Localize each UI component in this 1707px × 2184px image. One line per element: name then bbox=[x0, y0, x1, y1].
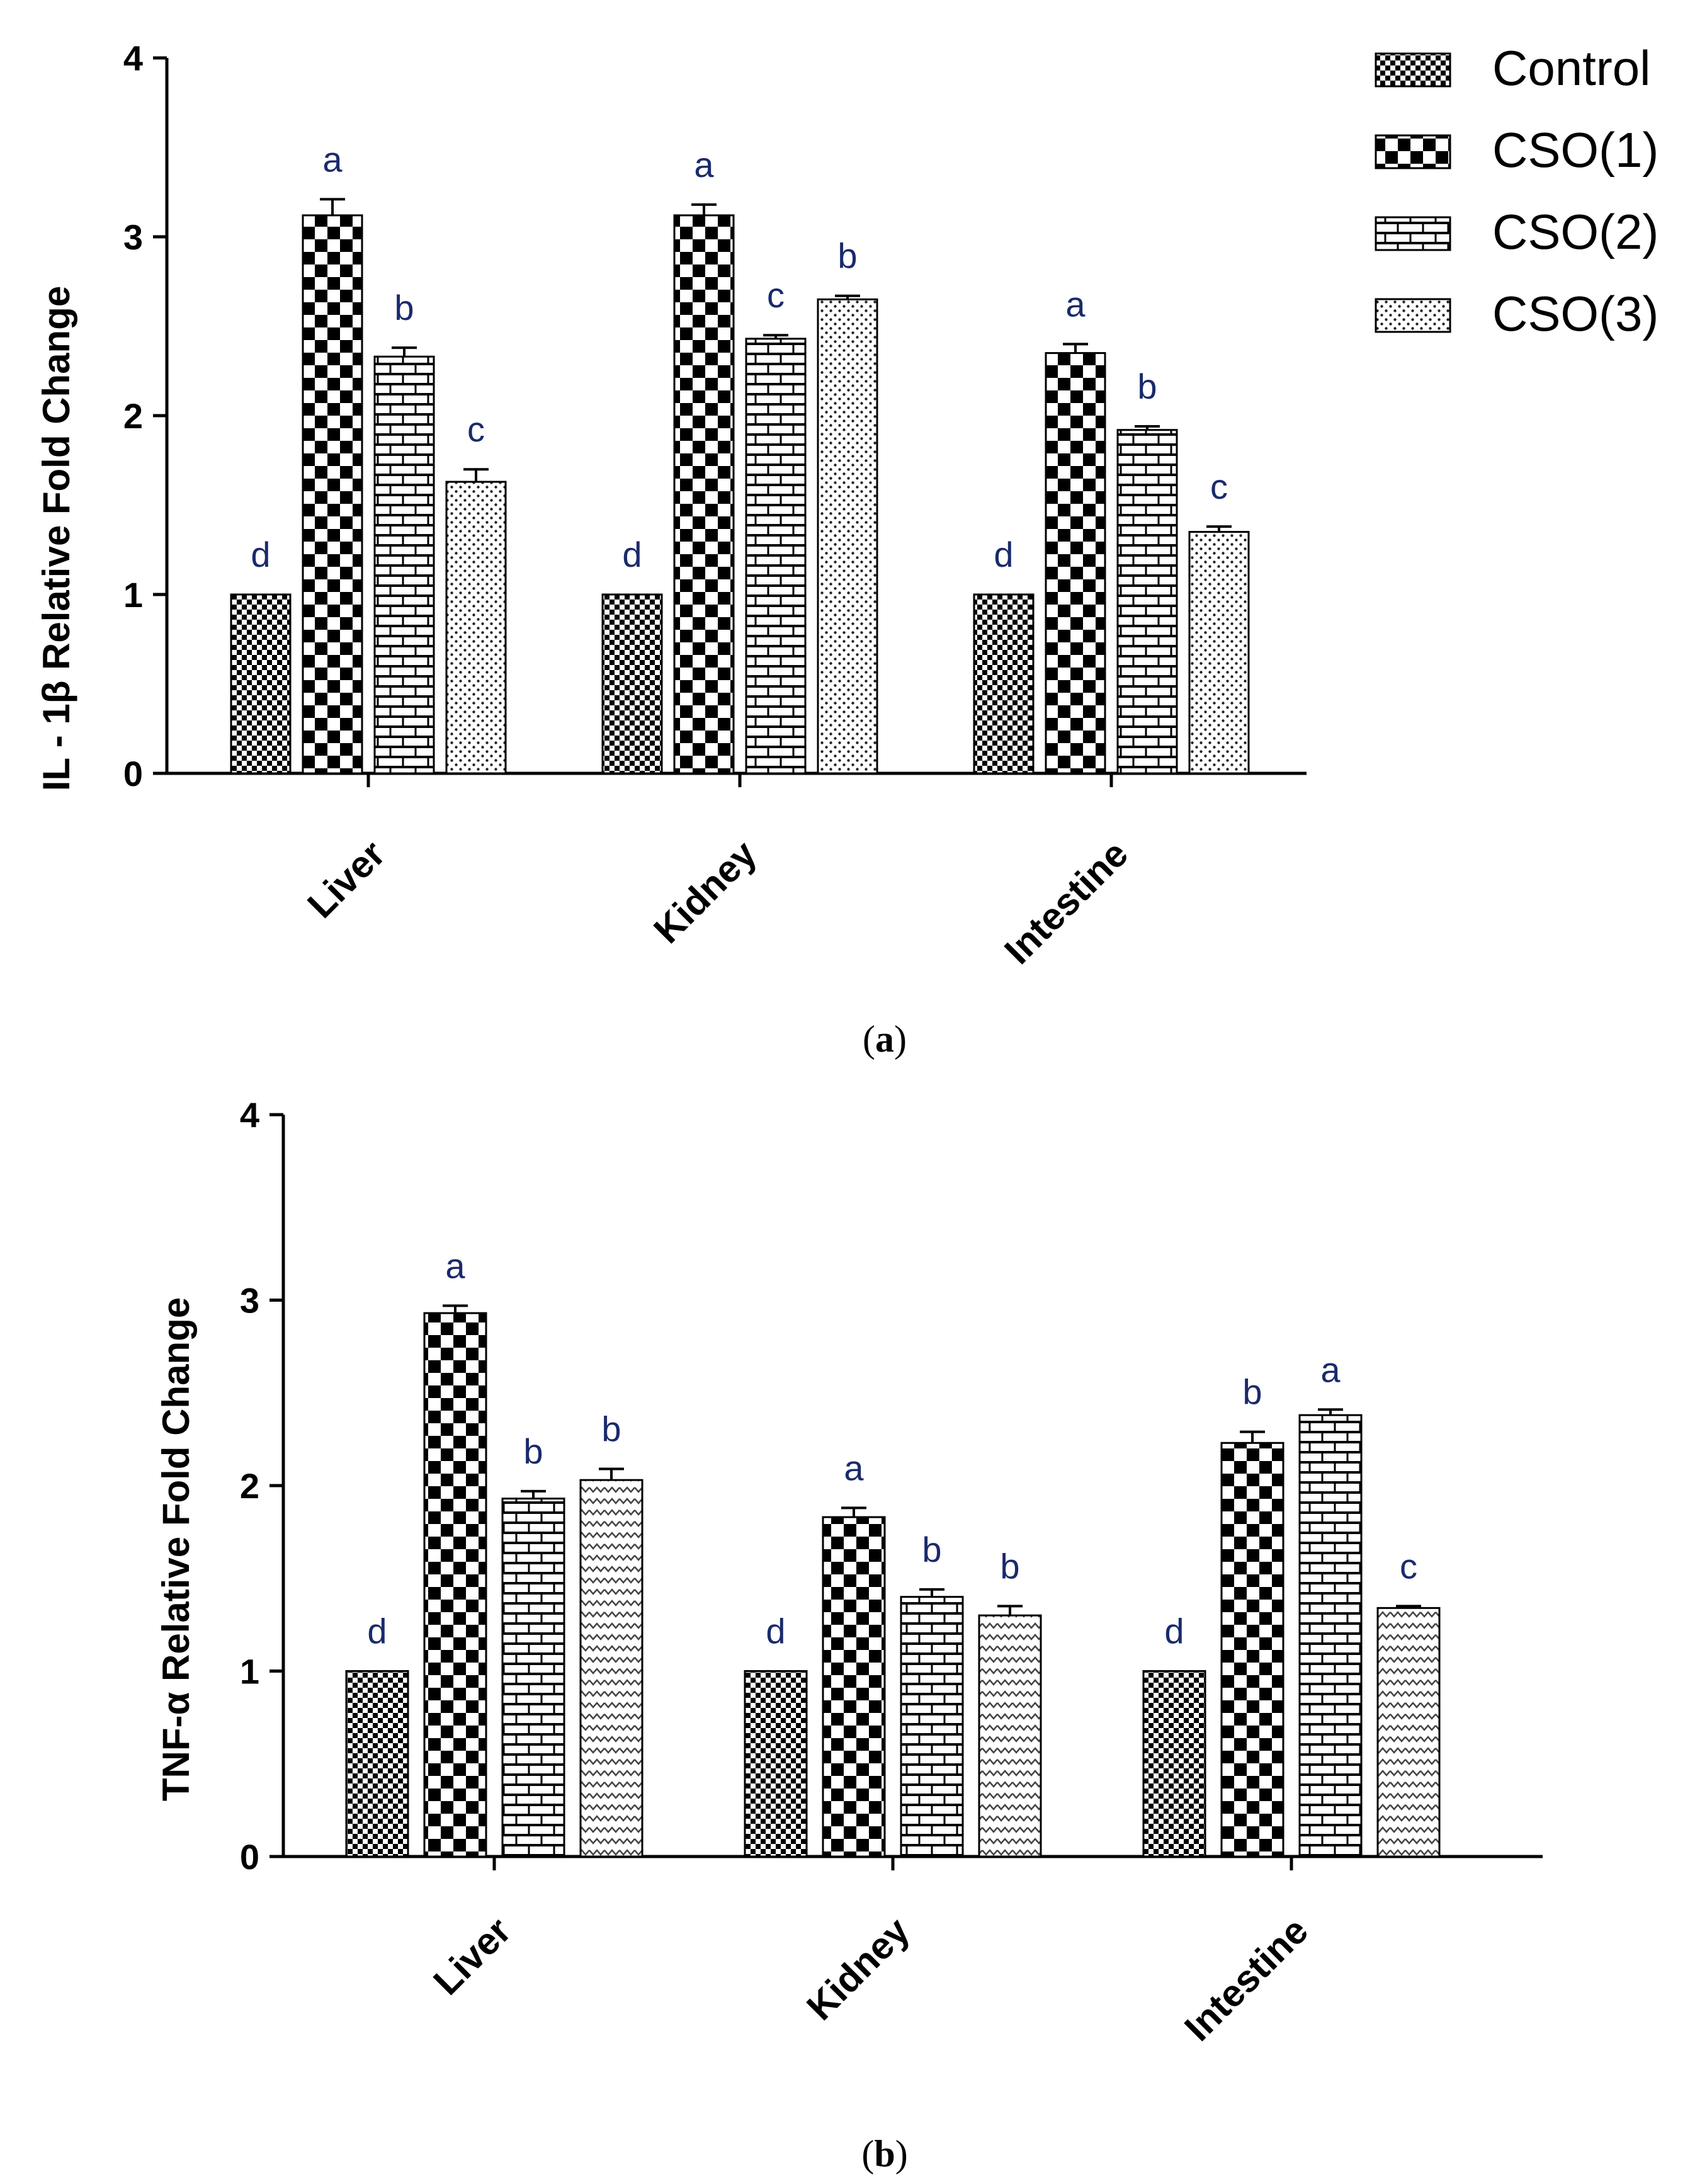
significance-letter: d bbox=[1164, 1612, 1184, 1651]
significance-letter: a bbox=[1065, 284, 1086, 324]
x-tick-label: Intestine bbox=[996, 833, 1136, 972]
bar bbox=[1220, 1442, 1285, 1858]
bar bbox=[745, 338, 807, 775]
bar bbox=[673, 214, 735, 775]
y-tick-label: 0 bbox=[240, 1837, 259, 1877]
bar bbox=[1142, 1670, 1206, 1858]
bar bbox=[1045, 352, 1106, 775]
chart-il1b: IL - 1β Relative Fold Change 0 1 2 3 4 Liver d… bbox=[35, 38, 1659, 972]
significance-letter: d bbox=[766, 1612, 785, 1651]
significance-letter: b bbox=[837, 236, 857, 276]
significance-letter: a bbox=[322, 139, 343, 179]
y-axis-label: TNF-α Relative Fold Change bbox=[155, 1297, 197, 1801]
significance-letter: c bbox=[467, 409, 485, 449]
legend-label: CSO(1) bbox=[1492, 122, 1659, 178]
chart-tnfa: TNF-α Relative Fold Change 0 1 2 3 4 Liver d a b… bbox=[155, 1095, 1543, 2049]
bar bbox=[1376, 1607, 1441, 1858]
legend-label: CSO(3) bbox=[1492, 286, 1659, 341]
bar bbox=[978, 1614, 1042, 1858]
bar bbox=[822, 1516, 886, 1858]
chart-marks: 0 1 2 3 4 Liver d a b b Kidney d a b b Intestine d b a c bbox=[240, 1095, 1543, 2049]
bar bbox=[817, 298, 878, 775]
bar bbox=[230, 593, 292, 775]
y-tick-label: 2 bbox=[240, 1466, 259, 1506]
significance-letter: d bbox=[994, 535, 1013, 574]
x-tick-label: Liver bbox=[425, 1909, 519, 2003]
legend-swatch bbox=[1375, 298, 1451, 333]
y-axis-label: IL - 1β Relative Fold Change bbox=[35, 286, 77, 791]
bar bbox=[501, 1498, 565, 1858]
bar bbox=[302, 214, 363, 775]
bar bbox=[1188, 531, 1250, 775]
significance-letter: b bbox=[1137, 367, 1157, 406]
bar bbox=[601, 593, 663, 775]
significance-letter: a bbox=[1320, 1350, 1341, 1389]
significance-letter: c bbox=[767, 275, 785, 315]
significance-letter: a bbox=[445, 1246, 465, 1285]
bar bbox=[900, 1596, 964, 1858]
x-tick-label: Kidney bbox=[798, 1909, 917, 2028]
y-tick-label: 0 bbox=[123, 754, 143, 793]
legend-swatch bbox=[1375, 134, 1451, 169]
bar bbox=[579, 1479, 644, 1858]
bar bbox=[744, 1670, 808, 1858]
legend-label: Control bbox=[1492, 40, 1650, 96]
y-tick-label: 2 bbox=[123, 396, 143, 436]
bar bbox=[345, 1670, 409, 1858]
bar bbox=[373, 355, 435, 775]
y-tick-label: 4 bbox=[123, 38, 143, 78]
x-tick-label: Intestine bbox=[1176, 1909, 1316, 2049]
significance-letter: a bbox=[844, 1448, 864, 1487]
legend: Control CSO(1) CSO(2) CSO(3) bbox=[1375, 40, 1659, 341]
y-tick-label: 1 bbox=[123, 575, 143, 615]
significance-letter: b bbox=[1000, 1546, 1019, 1586]
chart-marks: 0 1 2 3 4 Liver d a b c Kidney d a c b Intestine d a b c bbox=[123, 38, 1307, 972]
significance-letter: b bbox=[922, 1530, 941, 1569]
y-tick-label: 3 bbox=[240, 1281, 259, 1321]
significance-letter: b bbox=[1242, 1372, 1262, 1412]
legend-label: CSO(2) bbox=[1492, 204, 1659, 259]
bar bbox=[423, 1312, 487, 1858]
bar bbox=[1116, 429, 1178, 775]
panel-caption-b: (b) bbox=[861, 2133, 907, 2175]
significance-letter: b bbox=[523, 1431, 543, 1471]
panel-caption-a: (a) bbox=[863, 1018, 907, 1060]
y-tick-label: 4 bbox=[240, 1095, 259, 1135]
significance-letter: d bbox=[622, 535, 642, 574]
significance-letter: b bbox=[601, 1409, 621, 1448]
significance-letter: b bbox=[394, 288, 414, 327]
bar bbox=[973, 593, 1035, 775]
legend-swatch bbox=[1375, 216, 1451, 251]
significance-letter: c bbox=[1400, 1546, 1417, 1586]
y-tick-label: 3 bbox=[123, 217, 143, 257]
legend-swatch bbox=[1375, 52, 1451, 88]
bar bbox=[445, 481, 507, 775]
significance-letter: d bbox=[367, 1612, 387, 1651]
x-tick-label: Kidney bbox=[645, 832, 764, 951]
x-tick-label: Liver bbox=[299, 833, 393, 926]
bar bbox=[1298, 1414, 1363, 1858]
significance-letter: d bbox=[251, 535, 270, 574]
significance-letter: c bbox=[1210, 467, 1228, 506]
significance-letter: a bbox=[694, 145, 714, 185]
y-tick-label: 1 bbox=[240, 1652, 259, 1692]
